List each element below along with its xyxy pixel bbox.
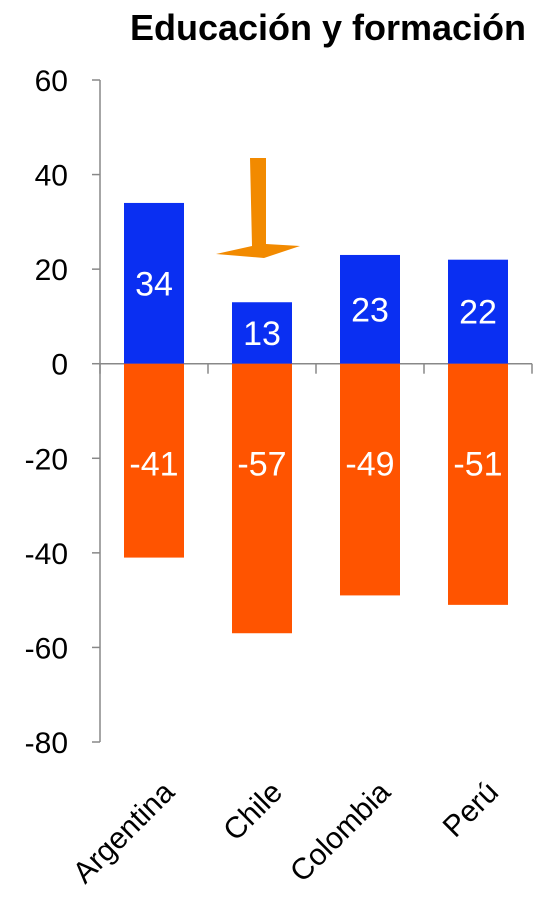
data-label: -57: [237, 446, 286, 484]
data-label: 34: [135, 265, 173, 303]
bar: [340, 254, 400, 364]
bars: [124, 202, 508, 634]
y-tick-label: -20: [25, 443, 68, 476]
y-tick-label: 60: [35, 65, 68, 98]
y-tick-label: 20: [35, 254, 68, 287]
bar: [124, 363, 184, 558]
bar: [232, 363, 292, 634]
bar: [124, 202, 184, 364]
bar: [340, 363, 400, 596]
y-tick-label: -40: [25, 538, 68, 571]
y-tick-label: -80: [25, 727, 68, 760]
annotation-arrow: [216, 158, 300, 258]
y-tick-label: 0: [51, 349, 68, 382]
data-label: -41: [129, 446, 178, 484]
category-label: Chile: [217, 776, 289, 848]
category-label: Argentina: [67, 775, 181, 889]
chart-title: Educación y formación: [130, 7, 526, 48]
data-label: 23: [351, 291, 389, 329]
bar: [448, 259, 508, 364]
data-label: -51: [453, 446, 502, 484]
bar: [448, 363, 508, 605]
data-label: 22: [459, 294, 497, 332]
data-label: 13: [243, 315, 281, 353]
data-label: -49: [345, 446, 394, 484]
data-labels: 34 -41 13 -57 23 -49 22 -51: [129, 265, 502, 483]
category-label: Colombia: [284, 775, 397, 888]
arrow-shape: [216, 158, 300, 258]
bar: [232, 302, 292, 364]
y-tick-label: 40: [35, 160, 68, 193]
category-label: Perú: [437, 776, 505, 844]
y-tick-label: -60: [25, 632, 68, 665]
